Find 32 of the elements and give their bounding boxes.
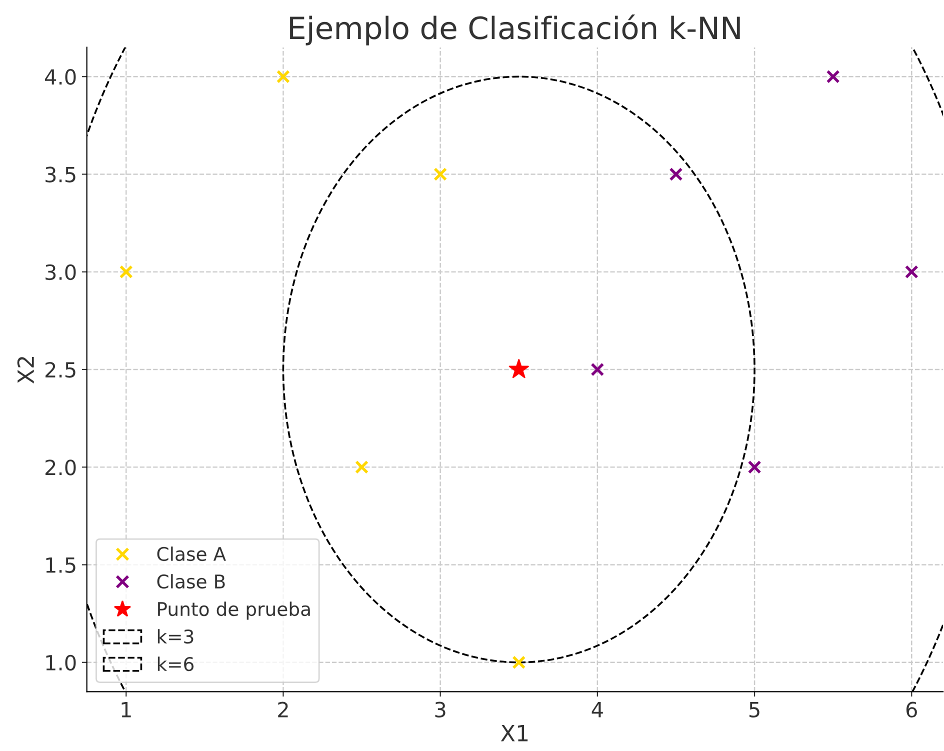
point — [355, 460, 369, 474]
point — [119, 265, 133, 279]
x-tick-label: 4 — [592, 702, 603, 718]
x-tick-label: 5 — [750, 702, 760, 718]
x-tick-label: 3 — [435, 702, 446, 718]
point — [512, 656, 526, 670]
legend-label: Clase B — [157, 574, 225, 589]
y-tick-label: 1.5 — [46, 557, 76, 573]
y-tick-label: 3.5 — [46, 166, 76, 182]
x-tick-label: 2 — [278, 702, 288, 718]
point — [508, 358, 529, 378]
point — [434, 167, 448, 181]
y-tick-label: 1.0 — [46, 654, 76, 671]
y-tick-label: 4.0 — [45, 69, 76, 85]
point — [276, 70, 290, 84]
legend-label: Punto de prueba — [158, 602, 310, 620]
x-axis-title: X1 — [500, 725, 528, 742]
point — [590, 362, 604, 376]
y-axis-title: X2 — [17, 357, 34, 384]
legend-label: Clase A — [157, 546, 226, 562]
y-tick-label: 2.0 — [46, 460, 76, 476]
y-tick-label: 2.5 — [46, 362, 76, 378]
annotation: k=6 — [158, 656, 194, 672]
chart-title: Ejemplo de Clasificación k-NN — [290, 14, 740, 46]
point — [904, 265, 918, 279]
x-tick-label: 6 — [906, 702, 917, 718]
point — [748, 460, 762, 474]
annotation: k=3 — [158, 629, 194, 644]
point — [826, 70, 840, 84]
x-tick-label: 1 — [122, 702, 131, 718]
y-tick-label: 3.0 — [46, 264, 76, 280]
point — [669, 167, 683, 181]
